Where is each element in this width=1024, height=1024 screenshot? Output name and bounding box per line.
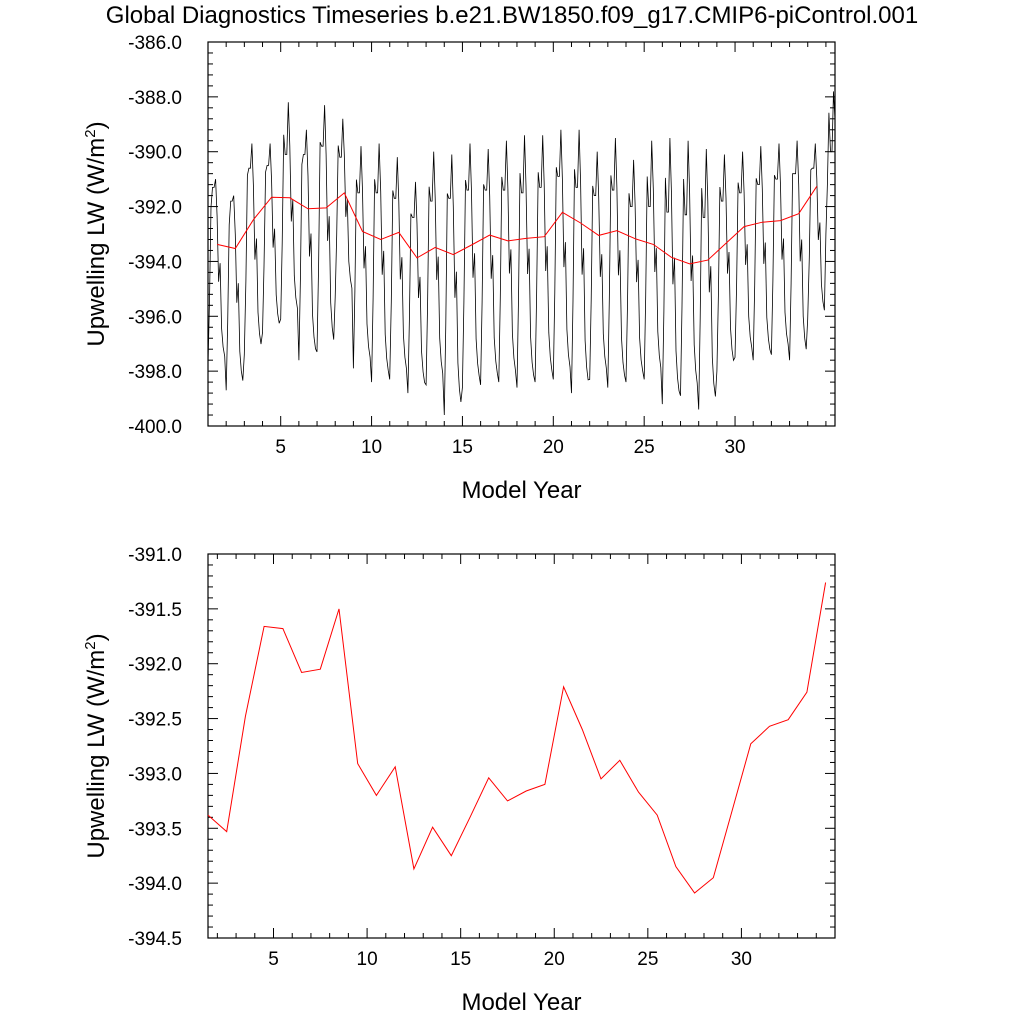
- y-tick-label: -394.5: [128, 929, 182, 950]
- x-tick-label: 5: [268, 949, 279, 970]
- y-tick-label: -392.0: [128, 198, 182, 219]
- x-tick-label: 25: [637, 949, 658, 970]
- y-tick-label: -392.0: [128, 655, 182, 676]
- y-tick-label: -394.0: [128, 252, 182, 273]
- plot-2: 5 10 15 20 25 30 -391.0 -391.5 -392.0 -392.5 -393.…: [82, 545, 836, 1016]
- series-line-annual: [207, 582, 827, 894]
- x-tick-label: 25: [634, 437, 655, 458]
- x-axis-title: Model Year: [461, 477, 581, 504]
- y-tick-label: -386.0: [128, 33, 182, 54]
- y-axis-title: Upwelling LW (W/m2): [82, 633, 110, 858]
- y-tick-label: -398.0: [128, 362, 182, 383]
- x-tick-label: 15: [450, 949, 471, 970]
- x-axis-title: Model Year: [461, 989, 581, 1016]
- y-tick-label: -388.0: [128, 88, 182, 109]
- y-tick-label: -394.0: [128, 874, 182, 895]
- y-tick-label: -391.0: [128, 545, 182, 566]
- y-tick-label: -391.5: [128, 600, 182, 621]
- y-tick-label: -392.5: [128, 710, 182, 731]
- y-axis-title: Upwelling LW (W/m2): [82, 121, 110, 346]
- x-tick-label: 30: [724, 437, 745, 458]
- x-tick-label: 20: [544, 949, 565, 970]
- x-tick-label: 30: [731, 949, 752, 970]
- x-tick-label: 10: [357, 949, 378, 970]
- y-tick-label: -390.0: [128, 143, 182, 164]
- x-tick-label: 20: [543, 437, 564, 458]
- plot-frame: [207, 41, 836, 427]
- y-tick-label: -400.0: [128, 417, 182, 438]
- y-tick-label: -393.0: [128, 764, 182, 785]
- x-tick-label: 5: [275, 437, 286, 458]
- y-tick-label: -396.0: [128, 307, 182, 328]
- chart-title: Global Diagnostics Timeseries b.e21.BW18…: [105, 2, 919, 29]
- series-line-annual: [216, 186, 818, 265]
- series-line-monthly: [207, 91, 836, 416]
- plot-frame: [207, 553, 836, 939]
- y-tick-label: -393.5: [128, 819, 182, 840]
- x-tick-label: 10: [361, 437, 382, 458]
- plot-1: 5 10 15 20 25 30 -386.0 -388.0 -390.0 -392.0 -394.…: [82, 33, 836, 504]
- x-tick-label: 15: [452, 437, 473, 458]
